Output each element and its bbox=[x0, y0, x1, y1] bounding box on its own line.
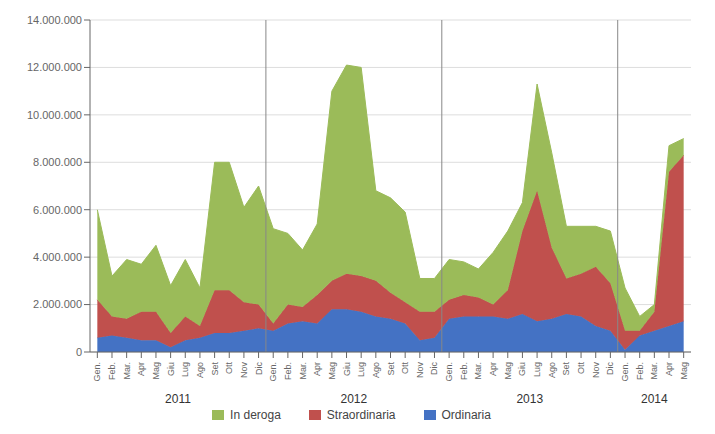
svg-text:Nov: Nov bbox=[239, 362, 249, 379]
html-text:Ordinaria: Ordinaria bbox=[441, 408, 491, 422]
svg-text:Nov: Nov bbox=[415, 362, 425, 379]
svg-text:Lug: Lug bbox=[356, 362, 366, 377]
svg-text:Set: Set bbox=[386, 362, 396, 376]
svg-text:Dic: Dic bbox=[429, 362, 439, 375]
svg-text:Apr: Apr bbox=[488, 362, 498, 376]
svg-text:Ago: Ago bbox=[547, 362, 557, 378]
svg-text:2014: 2014 bbox=[641, 392, 668, 406]
svg-text:Apr: Apr bbox=[312, 362, 322, 376]
svg-text:Gen.: Gen. bbox=[92, 362, 102, 382]
svg-text:Apr: Apr bbox=[664, 362, 674, 376]
svg-text:Ago: Ago bbox=[195, 362, 205, 378]
svg-text:Gen.: Gen. bbox=[620, 362, 630, 382]
svg-text:8.000.000: 8.000.000 bbox=[33, 156, 82, 168]
svg-text:Feb.: Feb. bbox=[459, 362, 469, 380]
svg-text:Ott: Ott bbox=[576, 362, 586, 375]
svg-text:Apr: Apr bbox=[136, 362, 146, 376]
svg-text:2012: 2012 bbox=[341, 392, 368, 406]
svg-text:Set: Set bbox=[561, 362, 571, 376]
svg-text:Ott: Ott bbox=[224, 362, 234, 375]
svg-text:10.000.000: 10.000.000 bbox=[27, 109, 82, 121]
svg-text:Dic: Dic bbox=[605, 362, 615, 375]
svg-text:Lug: Lug bbox=[180, 362, 190, 377]
svg-text:Nov: Nov bbox=[591, 362, 601, 379]
svg-text:Feb.: Feb. bbox=[107, 362, 117, 380]
svg-text:2.000.000: 2.000.000 bbox=[33, 298, 82, 310]
svg-text:Set: Set bbox=[210, 362, 220, 376]
svg-text:2011: 2011 bbox=[165, 392, 191, 406]
svg-text:Feb.: Feb. bbox=[635, 362, 645, 380]
svg-text:Feb.: Feb. bbox=[283, 362, 293, 380]
html-text:In deroga: In deroga bbox=[230, 408, 281, 422]
svg-text:Giu: Giu bbox=[342, 362, 352, 376]
html-text:Straordinaria: Straordinaria bbox=[326, 408, 396, 422]
svg-text:Mar.: Mar. bbox=[298, 362, 308, 380]
svg-text:Mar.: Mar. bbox=[122, 362, 132, 380]
svg-text:Mag: Mag bbox=[327, 362, 337, 380]
svg-text:Gen.: Gen. bbox=[268, 362, 278, 382]
svg-text:Giu: Giu bbox=[517, 362, 527, 376]
svg-text:Mar.: Mar. bbox=[649, 362, 659, 380]
svg-text:Mag: Mag bbox=[151, 362, 161, 380]
svg-text:6.000.000: 6.000.000 bbox=[33, 204, 82, 216]
svg-text:Ott: Ott bbox=[400, 362, 410, 375]
svg-text:4.000.000: 4.000.000 bbox=[33, 251, 82, 263]
svg-text:Mag: Mag bbox=[679, 362, 689, 380]
svg-text:Mar.: Mar. bbox=[473, 362, 483, 380]
svg-text:Dic: Dic bbox=[254, 362, 264, 375]
svg-text:Gen.: Gen. bbox=[444, 362, 454, 382]
svg-text:Lug: Lug bbox=[532, 362, 542, 377]
svg-text:Ago: Ago bbox=[371, 362, 381, 378]
svg-text:2013: 2013 bbox=[516, 392, 543, 406]
svg-text:14.000.000: 14.000.000 bbox=[27, 14, 82, 26]
svg-text:12.000.000: 12.000.000 bbox=[27, 61, 82, 73]
svg-text:0: 0 bbox=[76, 346, 82, 358]
svg-text:Mag: Mag bbox=[503, 362, 513, 380]
svg-text:Giu: Giu bbox=[166, 362, 176, 376]
